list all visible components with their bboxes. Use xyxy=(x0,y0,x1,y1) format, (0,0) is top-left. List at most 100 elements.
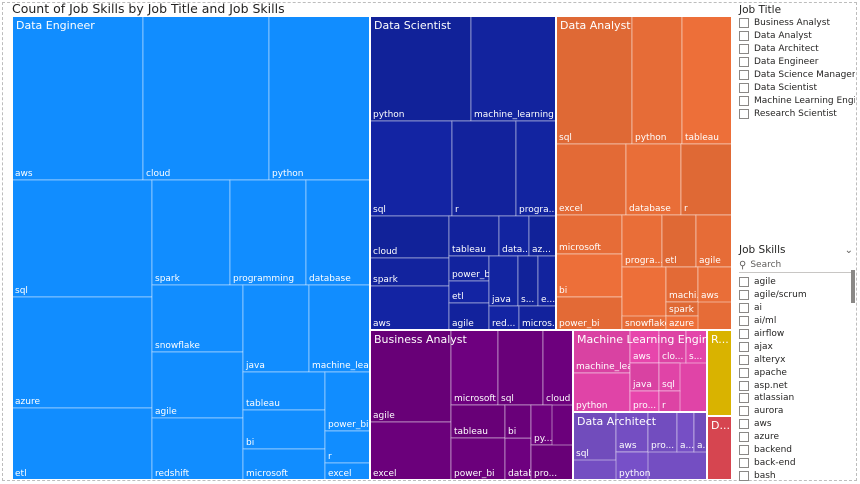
treemap-cell[interactable] xyxy=(151,179,231,286)
treemap-cell[interactable] xyxy=(615,451,649,480)
job-skill-item[interactable]: ajax xyxy=(739,340,855,353)
treemap-cell[interactable] xyxy=(555,253,623,298)
job-skills-slicer[interactable]: Job Skills ⌄ ⚲ Search agile agile/scrum ai… xyxy=(739,243,855,482)
treemap-cell[interactable] xyxy=(229,179,307,286)
treemap-cell[interactable] xyxy=(695,214,732,268)
treemap-cell[interactable] xyxy=(629,362,660,392)
checkbox[interactable] xyxy=(739,316,749,327)
job-skill-item[interactable]: back-end xyxy=(739,456,855,469)
treemap-cell[interactable] xyxy=(369,16,472,122)
treemap-cell[interactable] xyxy=(305,179,371,286)
treemap-cell[interactable] xyxy=(555,143,627,216)
treemap-cell[interactable] xyxy=(242,409,326,450)
chevron-down-icon[interactable]: ⌄ xyxy=(844,244,853,256)
treemap-cell[interactable] xyxy=(555,296,623,331)
job-skill-item[interactable]: airflow xyxy=(739,328,855,341)
treemap-cell[interactable] xyxy=(572,411,617,461)
job-skill-item[interactable]: aws xyxy=(739,418,855,431)
treemap-cell[interactable] xyxy=(369,257,450,287)
treemap-cell[interactable] xyxy=(572,372,631,413)
checkbox[interactable] xyxy=(739,82,749,93)
checkbox[interactable] xyxy=(739,18,749,29)
treemap-cell[interactable] xyxy=(151,284,244,353)
treemap-group-business-analyst[interactable]: agile excel microsoft sql cloud tableau power_… xyxy=(369,329,574,480)
checkbox[interactable] xyxy=(739,290,749,301)
job-skill-item[interactable]: asp.net xyxy=(739,379,855,392)
checkbox[interactable] xyxy=(739,445,749,456)
treemap-cell[interactable] xyxy=(625,143,682,216)
checkbox[interactable] xyxy=(739,341,749,352)
checkbox[interactable] xyxy=(739,380,749,391)
skills-scrollbar[interactable] xyxy=(851,270,855,303)
job-title-item[interactable]: Data Scientist xyxy=(739,81,855,94)
job-skill-item[interactable]: atlassian xyxy=(739,392,855,405)
treemap-group-r[interactable]: R... xyxy=(706,329,732,417)
checkbox[interactable] xyxy=(739,95,749,106)
treemap-cell[interactable] xyxy=(268,16,371,181)
job-title-slicer[interactable]: Job Title Business Analyst Data Analyst Da… xyxy=(739,3,855,120)
treemap-cell[interactable] xyxy=(308,284,371,373)
checkbox[interactable] xyxy=(739,470,749,481)
treemap-cell[interactable] xyxy=(369,215,450,259)
job-skill-item[interactable]: alteryx xyxy=(739,353,855,366)
treemap-cell[interactable] xyxy=(515,120,557,217)
checkbox[interactable] xyxy=(739,108,749,119)
treemap-cell[interactable] xyxy=(12,296,153,409)
treemap-cell[interactable] xyxy=(498,215,530,257)
job-title-item[interactable]: Data Science Manager xyxy=(739,69,855,82)
treemap-cell[interactable] xyxy=(518,305,557,331)
treemap-cell[interactable] xyxy=(369,421,452,480)
treemap-group-d[interactable]: D... xyxy=(706,415,732,480)
treemap-cell[interactable] xyxy=(242,284,310,373)
checkbox[interactable] xyxy=(739,70,749,80)
skills-search-input[interactable]: ⚲ Search xyxy=(739,258,855,273)
treemap-cell[interactable] xyxy=(369,120,453,217)
checkbox[interactable] xyxy=(739,329,749,339)
checkbox[interactable] xyxy=(739,367,749,378)
job-title-item[interactable]: Research Scientist xyxy=(739,107,855,120)
job-skill-item[interactable]: aurora xyxy=(739,405,855,418)
job-skill-item[interactable]: agile/scrum xyxy=(739,289,855,302)
treemap-cell[interactable] xyxy=(631,16,683,145)
checkbox[interactable] xyxy=(739,419,749,430)
treemap-cell[interactable] xyxy=(681,16,732,145)
treemap-cell[interactable] xyxy=(528,215,557,257)
treemap-cell[interactable] xyxy=(450,329,499,406)
checkbox[interactable] xyxy=(739,354,749,365)
checkbox[interactable] xyxy=(739,393,749,404)
treemap-cell[interactable] xyxy=(504,404,532,439)
treemap-cell[interactable] xyxy=(12,407,153,480)
treemap-cell[interactable] xyxy=(324,371,371,432)
treemap-cell[interactable] xyxy=(470,16,557,122)
treemap-group-data-analyst[interactable]: sql python tableau excel database r microsoft b… xyxy=(555,16,732,331)
checkbox[interactable] xyxy=(739,31,749,42)
treemap-cell[interactable] xyxy=(488,255,519,307)
job-title-item[interactable]: Data Engineer xyxy=(739,56,855,69)
treemap-cell[interactable] xyxy=(661,214,697,268)
treemap-cell[interactable] xyxy=(542,329,574,406)
treemap-cell[interactable] xyxy=(12,179,153,298)
treemap-cell[interactable] xyxy=(12,16,144,181)
treemap-group-data-architect[interactable]: sql aws python pro... a... a... Data Architect xyxy=(572,411,711,480)
checkbox[interactable] xyxy=(739,406,749,417)
job-skill-item[interactable]: backend xyxy=(739,444,855,457)
checkbox[interactable] xyxy=(739,457,749,468)
job-skill-item[interactable]: apache xyxy=(739,366,855,379)
treemap-cell[interactable] xyxy=(242,448,326,480)
treemap-cell[interactable] xyxy=(615,411,649,453)
job-title-item[interactable]: Machine Learning Engin... xyxy=(739,94,855,107)
job-title-item[interactable]: Data Architect xyxy=(739,43,855,56)
job-title-item[interactable]: Data Analyst xyxy=(739,30,855,43)
treemap-cell[interactable] xyxy=(504,437,532,480)
treemap-cell[interactable] xyxy=(448,215,500,257)
treemap-cell[interactable] xyxy=(451,120,517,217)
treemap-group-data-engineer[interactable]: aws cloud python sql azure etl spark programmin… xyxy=(12,16,380,480)
checkbox[interactable] xyxy=(739,432,749,443)
treemap-cell[interactable] xyxy=(555,16,633,145)
checkbox[interactable] xyxy=(739,303,749,314)
treemap-cell[interactable] xyxy=(142,16,270,181)
checkbox[interactable] xyxy=(739,57,749,68)
treemap-cell[interactable] xyxy=(680,143,732,216)
job-skill-item[interactable]: ai/ml xyxy=(739,315,855,328)
